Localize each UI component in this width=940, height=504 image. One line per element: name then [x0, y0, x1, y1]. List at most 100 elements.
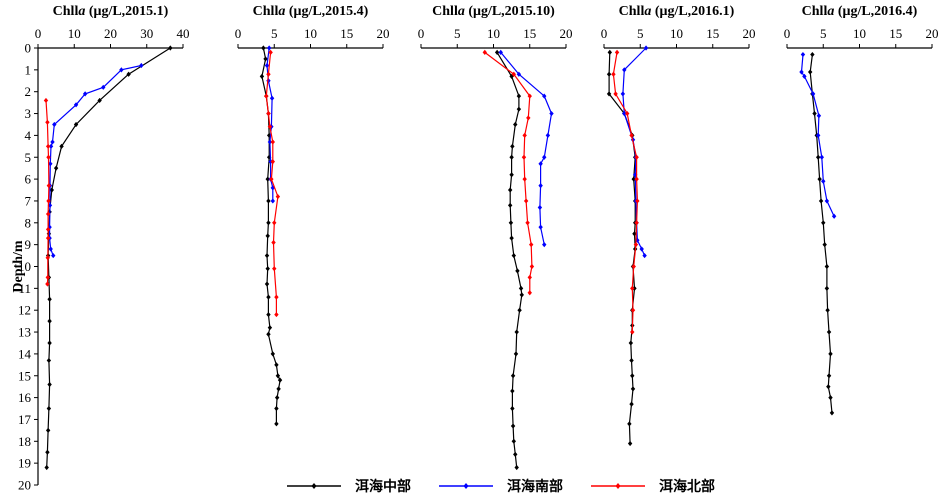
x-tick-label: 0	[601, 26, 608, 41]
data-point-north	[270, 159, 275, 165]
data-point-south	[270, 198, 275, 204]
x-tick-label: 10	[487, 26, 500, 41]
data-point-central	[47, 318, 52, 324]
data-point-central	[824, 263, 830, 270]
data-point-central	[49, 187, 54, 193]
data-point-north	[613, 91, 618, 97]
data-point-north	[272, 220, 277, 226]
data-point-central	[821, 220, 826, 226]
data-point-south	[821, 178, 826, 184]
x-tick-label: 0	[418, 26, 425, 41]
data-point-central	[126, 71, 131, 77]
data-point-central	[266, 294, 271, 300]
panel-1: Chlla (μg/L,2015.1) 0 10 20 30 40	[35, 4, 190, 471]
data-point-north	[511, 71, 516, 77]
data-point-south	[267, 139, 273, 145]
series-line-north	[612, 52, 639, 333]
data-point-north	[482, 49, 487, 55]
data-point-central	[607, 49, 612, 55]
panel-title: Chlla (μg/L,2015.4)	[253, 4, 369, 19]
panel-title: Chlla (μg/L,2015.10)	[432, 4, 555, 19]
y-tick-label: 19	[18, 456, 31, 471]
data-point-south	[542, 242, 547, 248]
data-point-central	[810, 51, 815, 58]
y-axis-label: Depth/m	[11, 240, 26, 292]
y-tick-label: 20	[18, 478, 31, 493]
data-point-north	[274, 311, 279, 318]
legend: 洱海中部 洱海南部 洱海北部	[287, 478, 715, 495]
data-point-central	[265, 176, 270, 182]
data-point-south	[632, 172, 638, 178]
data-point-central	[265, 233, 270, 239]
data-point-south	[542, 154, 547, 160]
data-point-central	[824, 285, 830, 291]
data-point-north	[266, 110, 271, 117]
panel-title: Chlla (μg/L,2016.4)	[802, 4, 918, 19]
data-point-central	[630, 373, 635, 379]
data-point-central	[518, 285, 524, 291]
data-point-north	[521, 154, 527, 160]
data-point-south	[101, 84, 106, 90]
data-point-central	[261, 45, 266, 51]
x-tick-label: 10	[670, 26, 683, 41]
data-point-central	[266, 198, 271, 204]
data-point-north	[625, 110, 630, 117]
data-point-central	[828, 395, 833, 401]
data-point-central	[825, 307, 830, 313]
data-point-central	[627, 440, 633, 447]
x-tick-label: 30	[140, 26, 153, 41]
legend-marker	[463, 483, 469, 489]
panel-2: Chlla (μg/L,2015.4) 0 5 10 15 20	[235, 4, 390, 427]
data-point-south	[549, 110, 554, 117]
data-point-north	[634, 220, 639, 226]
x-tick-label: 5	[637, 26, 644, 41]
data-point-central	[267, 325, 273, 331]
data-point-south	[51, 252, 56, 259]
data-point-south	[643, 45, 649, 51]
data-point-central	[826, 329, 832, 335]
data-point-central	[815, 154, 821, 160]
y-tick-label: 2	[25, 84, 32, 99]
data-point-central	[818, 198, 824, 204]
legend-label: 洱海北部	[659, 478, 715, 495]
data-point-central	[606, 71, 612, 77]
x-tick-label: 10	[304, 26, 317, 41]
data-point-south	[831, 213, 837, 219]
data-point-central	[513, 451, 518, 458]
data-point-central	[47, 340, 52, 346]
data-point-central	[606, 91, 612, 97]
data-point-north	[611, 71, 616, 77]
data-point-south	[264, 62, 270, 69]
data-point-north	[46, 198, 51, 204]
data-point-central	[264, 252, 270, 259]
data-point-central	[511, 438, 516, 444]
x-tick-label: 15	[706, 26, 719, 41]
data-point-north	[527, 93, 532, 99]
data-point-central	[630, 386, 636, 392]
data-point-north	[526, 115, 531, 121]
x-tick-label: 15	[889, 26, 902, 41]
data-point-south	[542, 93, 547, 99]
x-tick-label: 10	[68, 26, 81, 41]
x-tick-label: 40	[177, 26, 190, 41]
series-line-central	[608, 52, 636, 444]
data-point-central	[629, 357, 634, 364]
legend-label: 洱海南部	[507, 478, 563, 495]
data-point-south	[82, 91, 88, 97]
data-point-central	[516, 106, 522, 112]
y-tick-label: 17	[18, 412, 32, 427]
data-point-north	[274, 294, 279, 300]
data-point-north	[45, 281, 50, 287]
data-point-south	[119, 67, 124, 73]
data-point-north	[275, 193, 281, 200]
y-tick-label: 5	[25, 150, 32, 165]
data-point-south	[48, 246, 53, 252]
data-point-north	[633, 242, 639, 248]
y-tick-label: 4	[25, 128, 32, 143]
data-point-central	[97, 97, 102, 104]
data-point-central	[47, 381, 52, 388]
data-point-central	[59, 143, 64, 149]
y-tick-label: 13	[18, 325, 31, 340]
data-point-central	[509, 154, 514, 160]
